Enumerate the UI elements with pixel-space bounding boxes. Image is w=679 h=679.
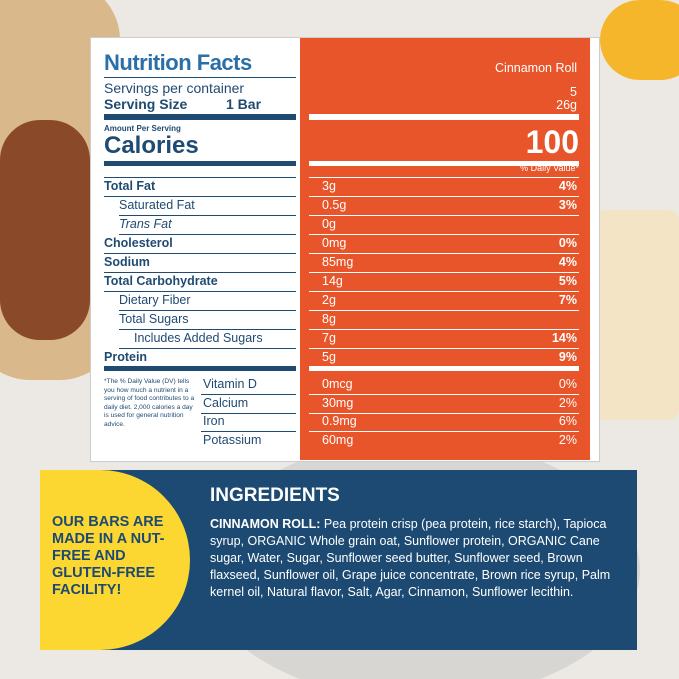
- vitamin-amount: 30mg: [322, 395, 354, 410]
- nutrient-amount: 7g: [322, 331, 336, 345]
- nutrient-dv: 4%: [558, 255, 577, 269]
- ingredients-panel: OUR BARS ARE MADE IN A NUT-FREE AND GLUT…: [40, 470, 637, 650]
- nutrient-dv: 14%: [551, 331, 577, 345]
- serving-size: 26g: [556, 98, 577, 112]
- rule: [104, 196, 296, 197]
- nutrient-label: Protein: [104, 350, 148, 364]
- rule: [104, 161, 296, 166]
- nutrient-amount: 2g: [322, 293, 336, 307]
- nutrient-dv: 5%: [558, 274, 577, 288]
- nutrient-label: Total Fat: [104, 179, 156, 193]
- rule: [309, 253, 579, 254]
- nutrient-label: Includes Added Sugars: [134, 331, 263, 345]
- nutrient-amount: 0mg: [322, 236, 347, 250]
- rule: [309, 272, 579, 273]
- ingredients-heading: INGREDIENTS: [210, 485, 340, 506]
- rule: [309, 177, 579, 178]
- nutrient-label: Saturated Fat: [119, 198, 195, 212]
- callout: OUR BARS ARE MADE IN A NUT-FREE AND GLUT…: [52, 514, 165, 598]
- calories-label: Calories: [104, 132, 199, 159]
- nutrition-panel: Nutrition Facts Servings per container Ser…: [90, 37, 600, 462]
- rule: [104, 177, 296, 178]
- rule: [119, 329, 296, 330]
- rule: [119, 234, 296, 235]
- rule: [309, 196, 579, 197]
- rule: [104, 291, 296, 292]
- rule: [119, 215, 296, 216]
- nutrient-amount: 14g: [322, 274, 343, 288]
- footnote: *The % Daily Value (DV) tells you how mu…: [104, 378, 195, 428]
- serving-size-unit: 1 Bar: [226, 96, 262, 112]
- nutrient-dv: 3%: [558, 198, 577, 212]
- vitamin-dv: 0%: [558, 377, 577, 391]
- serving-size-label: Serving Size: [104, 96, 188, 112]
- vitamin-label: Iron: [203, 414, 225, 428]
- nutrient-amount: 5g: [322, 350, 336, 364]
- nutrient-dv: 7%: [558, 293, 577, 307]
- vitamin-label: Calcium: [203, 395, 249, 410]
- rule: [309, 431, 579, 432]
- rule: [309, 161, 579, 166]
- rule: [201, 431, 296, 432]
- amount-per-serving: Amount Per Serving: [104, 124, 181, 133]
- title: Nutrition Facts: [104, 50, 252, 75]
- value-column: [300, 38, 590, 460]
- nutrient-amount: 0g: [322, 217, 336, 231]
- rule: [309, 234, 579, 235]
- ingredients-text: CINNAMON ROLL: Pea protein crisp (pea pr…: [210, 516, 620, 601]
- rule: [309, 348, 579, 349]
- vitamin-label: Vitamin D: [203, 377, 257, 391]
- vitamin-amount: 0mcg: [322, 377, 353, 391]
- product: Cinnamon Roll: [495, 61, 577, 75]
- nutrient-amount: 8g: [322, 312, 336, 326]
- vitamin-amount: 0.9mg: [322, 414, 357, 428]
- vitamin-dv: 2%: [558, 432, 577, 447]
- rule: [309, 310, 579, 311]
- ingredients-product: CINNAMON ROLL:: [210, 517, 321, 531]
- photo-bar: [595, 210, 679, 420]
- vitamin-label: Potassium: [203, 432, 262, 447]
- nutrient-label: Sodium: [104, 255, 150, 269]
- rule: [309, 329, 579, 330]
- nutrient-dv: 4%: [558, 179, 577, 193]
- rule: [104, 272, 296, 273]
- rule: [309, 412, 579, 414]
- rule: [104, 253, 296, 254]
- dv-header: % Daily Value*: [520, 163, 579, 173]
- servings-label: Servings per container: [104, 80, 245, 96]
- rule: [201, 412, 296, 414]
- nutrient-amount: 3g: [322, 179, 336, 193]
- nutrient-label: Total Carbohydrate: [104, 274, 218, 288]
- photo-cinnamon: [0, 120, 90, 340]
- nutrient-label: Dietary Fiber: [119, 293, 191, 307]
- rule: [309, 366, 579, 371]
- rule: [309, 215, 579, 216]
- nutrient-label: Cholesterol: [104, 236, 173, 250]
- rule: [119, 310, 296, 311]
- rule: [104, 366, 296, 371]
- vitamin-amount: 60mg: [322, 432, 354, 447]
- rule: [309, 114, 579, 120]
- nutrient-dv: 0%: [558, 236, 577, 250]
- ingredients-list: Pea protein crisp (pea protein, rice sta…: [210, 517, 611, 599]
- nutrient-label: Trans Fat: [119, 217, 172, 231]
- photo-drink: [600, 0, 679, 80]
- nutrient-amount: 0.5g: [322, 198, 347, 212]
- callout-badge: [40, 470, 190, 650]
- rule: [309, 394, 579, 395]
- vitamin-dv: 6%: [558, 414, 577, 428]
- rule: [201, 394, 296, 395]
- rule: [104, 114, 296, 120]
- rule: [119, 348, 296, 349]
- calories: 100: [525, 124, 579, 160]
- nutrient-label: Total Sugars: [119, 312, 189, 326]
- nutrient-dv: 9%: [558, 350, 577, 364]
- nutrient-amount: 85mg: [322, 255, 354, 269]
- vitamin-dv: 2%: [558, 395, 577, 410]
- rule: [309, 291, 579, 292]
- rule: [104, 77, 296, 78]
- servings: 5: [570, 85, 577, 99]
